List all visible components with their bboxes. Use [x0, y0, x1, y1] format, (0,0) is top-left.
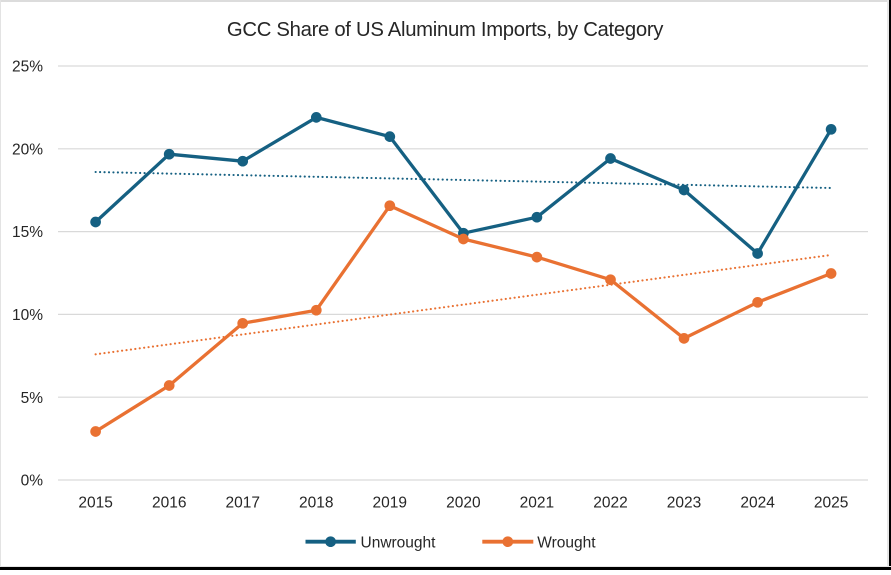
svg-text:20%: 20%	[12, 141, 43, 158]
svg-text:GCC Share of US Aluminum Impor: GCC Share of US Aluminum Imports, by Cat…	[227, 19, 664, 41]
svg-text:2025: 2025	[814, 495, 848, 512]
svg-text:2023: 2023	[667, 495, 701, 512]
svg-text:Wrought: Wrought	[537, 534, 596, 551]
svg-text:2020: 2020	[446, 495, 481, 512]
svg-text:2024: 2024	[740, 495, 775, 512]
svg-text:0%: 0%	[21, 473, 44, 490]
svg-text:2022: 2022	[593, 495, 627, 512]
svg-text:2018: 2018	[299, 495, 333, 512]
svg-text:5%: 5%	[21, 390, 44, 407]
svg-text:10%: 10%	[12, 307, 43, 324]
svg-text:2021: 2021	[520, 495, 554, 512]
svg-text:2015: 2015	[78, 495, 112, 512]
svg-text:2017: 2017	[225, 495, 259, 512]
svg-text:Unwrought: Unwrought	[361, 534, 437, 551]
svg-text:25%: 25%	[12, 59, 43, 76]
svg-text:15%: 15%	[12, 224, 43, 241]
svg-text:2019: 2019	[373, 495, 407, 512]
svg-text:2016: 2016	[152, 495, 186, 512]
